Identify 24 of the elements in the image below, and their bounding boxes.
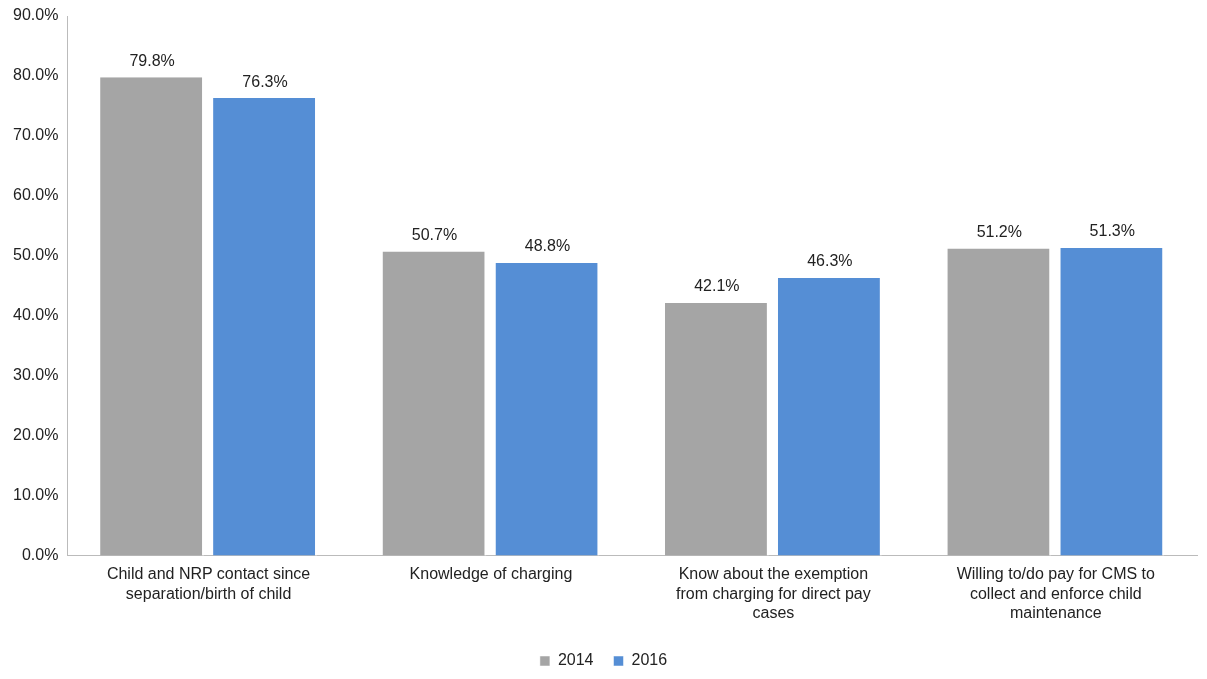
data-label: 51.3% xyxy=(1089,222,1135,240)
y-tick-label: 40.0% xyxy=(12,306,59,324)
y-tick-label: 90.0% xyxy=(12,6,59,24)
data-label: 76.3% xyxy=(242,72,288,90)
data-label: 79.8% xyxy=(129,51,175,69)
y-tick-label: 60.0% xyxy=(12,186,59,204)
data-label: 51.2% xyxy=(976,222,1022,240)
y-tick-label: 10.0% xyxy=(12,485,59,503)
x-tick-label: Knowledge of charging xyxy=(409,565,573,583)
x-tick-label: Know about the exemption from charging for direct pay cases xyxy=(676,565,871,621)
y-tick-label: 50.0% xyxy=(12,246,59,264)
data-label: 48.8% xyxy=(524,237,571,255)
data-label: 50.7% xyxy=(411,225,458,243)
legend-label: 2014 xyxy=(557,651,594,669)
legend-label: 2016 xyxy=(631,651,668,669)
data-label: 42.1% xyxy=(694,277,740,295)
y-tick-label: 80.0% xyxy=(12,66,59,84)
data-label: 46.3% xyxy=(807,252,853,270)
y-tick-label: 30.0% xyxy=(12,366,59,384)
y-tick-label: 20.0% xyxy=(12,425,59,443)
x-tick-label: Child and NRP contact since separation/birth of child xyxy=(106,565,311,602)
y-tick-label: 70.0% xyxy=(12,126,59,144)
x-tick-label: Willing to/do pay for CMS to collect and enforce child maintenance xyxy=(956,565,1156,621)
y-tick-label: 0.0% xyxy=(21,545,59,563)
